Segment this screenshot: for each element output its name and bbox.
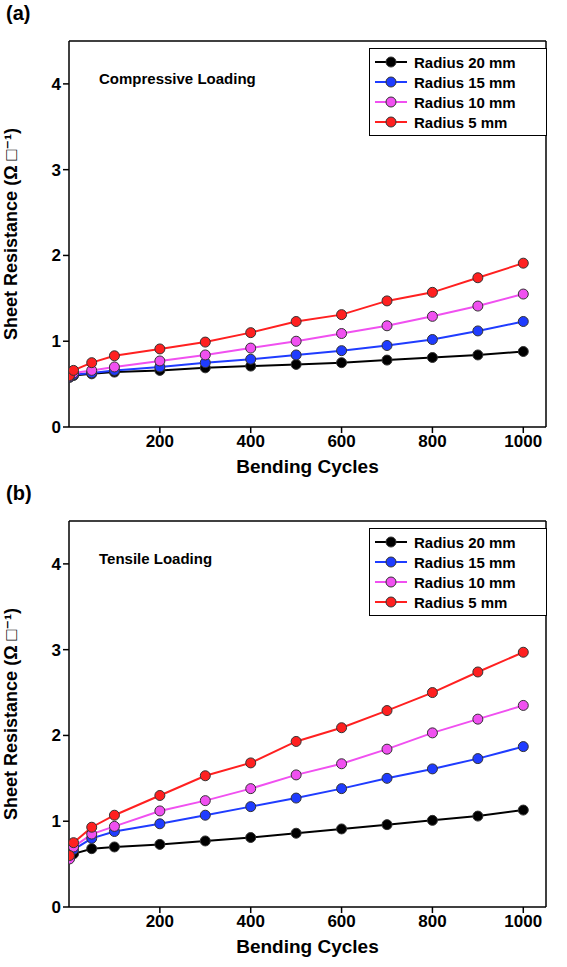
- svg-text:Bending Cycles: Bending Cycles: [236, 936, 379, 957]
- html-text:Radius 5 mm: Radius 5 mm: [414, 593, 508, 611]
- svg-text:1000: 1000: [504, 432, 542, 451]
- html-text:(b): (b): [6, 482, 32, 504]
- svg-text:2: 2: [52, 726, 61, 745]
- svg-text:4: 4: [52, 75, 62, 94]
- html-text:Radius 15 mm: Radius 15 mm: [414, 553, 516, 571]
- svg-text:0: 0: [52, 418, 61, 437]
- svg-text:800: 800: [418, 432, 446, 451]
- svg-text:3: 3: [52, 161, 61, 180]
- svg-text:4: 4: [52, 555, 62, 574]
- svg-text:Sheet Resistance (Ω □⁻¹): Sheet Resistance (Ω □⁻¹): [2, 608, 21, 820]
- svg-text:600: 600: [327, 912, 355, 931]
- html-text:Radius 5 mm: Radius 5 mm: [414, 113, 508, 131]
- svg-text:3: 3: [52, 641, 61, 660]
- html-text:Radius 10 mm: Radius 10 mm: [414, 573, 516, 591]
- html-text:Radius 20 mm: Radius 20 mm: [414, 533, 516, 551]
- svg-text:400: 400: [237, 432, 265, 451]
- svg-text:1: 1: [52, 332, 61, 351]
- html-text:Compressive Loading: Compressive Loading: [99, 70, 256, 87]
- svg-text:Sheet Resistance (Ω □⁻¹): Sheet Resistance (Ω □⁻¹): [2, 128, 21, 340]
- html-text:Radius 15 mm: Radius 15 mm: [414, 73, 516, 91]
- svg-text:200: 200: [146, 912, 174, 931]
- svg-text:400: 400: [237, 912, 265, 931]
- html-text:Tensile Loading: Tensile Loading: [99, 550, 213, 567]
- svg-text:1: 1: [52, 812, 61, 831]
- svg-text:2: 2: [52, 246, 61, 265]
- svg-text:Bending Cycles: Bending Cycles: [236, 456, 379, 477]
- html-text:Radius 10 mm: Radius 10 mm: [414, 93, 516, 111]
- svg-text:1000: 1000: [504, 912, 542, 931]
- svg-text:800: 800: [418, 912, 446, 931]
- html-text:(a): (a): [6, 2, 31, 24]
- html-text:Radius 20 mm: Radius 20 mm: [414, 53, 516, 71]
- svg-text:600: 600: [327, 432, 355, 451]
- svg-text:200: 200: [146, 432, 174, 451]
- svg-text:0: 0: [52, 898, 61, 917]
